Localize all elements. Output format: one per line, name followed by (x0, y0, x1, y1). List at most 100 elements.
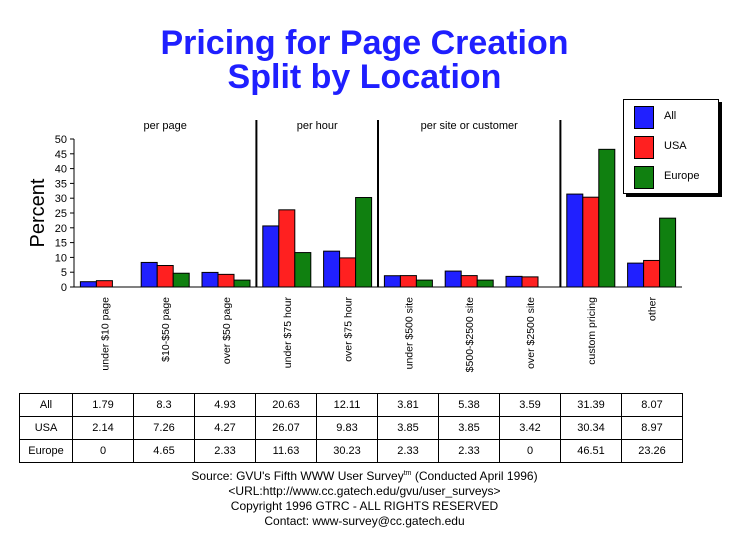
y-tick-label: 5 (61, 267, 67, 279)
legend-swatch (634, 166, 654, 189)
group-label: per hour (297, 120, 338, 132)
table-row-name: USA (19, 416, 73, 440)
category-label: under $10 page (99, 297, 111, 371)
source-line: Source: GVU's Fifth WWW User Surveytm (C… (0, 466, 729, 484)
legend-label: All (664, 110, 677, 122)
chart-labels: 0 5 10 15 20 25 30 35 40 45 50 Percent per page per h… (27, 120, 659, 372)
bar (95, 280, 113, 288)
table-row-name: Europe (19, 439, 73, 463)
y-tick-label: 50 (55, 134, 67, 146)
bar (294, 252, 312, 288)
bar (521, 276, 539, 288)
table-cell: 3.81 (377, 393, 439, 417)
category-label: under $75 hour (282, 297, 294, 369)
category-label: $10-$50 page (160, 297, 172, 362)
table-cell: 3.85 (438, 416, 500, 440)
bar (566, 193, 584, 288)
y-tick-label: 20 (55, 223, 67, 235)
table-cell: 8.3 (133, 393, 195, 417)
table-row: All 1.79 8.3 4.93 20.63 12.11 3.81 5.38 3.59 31.3… (19, 393, 683, 417)
bar (383, 275, 401, 288)
bar (79, 281, 97, 288)
bar (172, 272, 190, 288)
table-cell: 46.51 (560, 439, 622, 463)
legend: All USA Europe (623, 99, 719, 194)
table-cell: 4.65 (133, 439, 195, 463)
legend-swatch (634, 106, 654, 129)
y-tick-label: 30 (55, 193, 67, 205)
legend-label: USA (664, 140, 687, 152)
category-label: under $500 site (403, 297, 415, 370)
copyright: Copyright 1996 GTRC - ALL RIGHTS RESERVE… (230, 499, 499, 513)
bar (659, 217, 677, 288)
bar (415, 279, 433, 288)
table-cell: 2.33 (194, 439, 256, 463)
table-cell: 5.38 (438, 393, 500, 417)
table-cell: 3.85 (377, 416, 439, 440)
table-cell: 2.33 (377, 439, 439, 463)
table-cell: 7.26 (133, 416, 195, 440)
bar (505, 275, 523, 288)
category-label: custom pricing (586, 297, 598, 365)
table-cell: 9.83 (316, 416, 378, 440)
legend-label: Europe (664, 170, 700, 182)
bar (278, 209, 296, 288)
table-cell: 8.97 (621, 416, 683, 440)
y-tick-label: 35 (55, 178, 67, 190)
source-text: Source: GVU's Fifth WWW User Survey (191, 469, 404, 483)
bar (339, 257, 357, 288)
bar (582, 196, 600, 288)
group-label: per site or customer (421, 120, 519, 132)
chart-title-line1: Pricing for Page Creation (160, 24, 569, 62)
bar (444, 270, 462, 288)
y-tick-label: 10 (55, 252, 67, 264)
table-cell: 23.26 (621, 439, 683, 463)
category-label: $500-$2500 site (464, 297, 476, 372)
bar (643, 259, 661, 288)
bar (598, 148, 616, 288)
bar (140, 261, 158, 288)
bar (355, 197, 373, 288)
data-table: All 1.79 8.3 4.93 20.63 12.11 3.81 5.38 3.59 31.3… (19, 393, 683, 463)
legend-swatch (634, 136, 654, 159)
table-cell: 1.79 (72, 393, 134, 417)
y-tick-label: 15 (55, 238, 67, 250)
table-cell: 30.23 (316, 439, 378, 463)
bar (476, 279, 494, 288)
chart-title: Pricing for Page Creation Split by Locat… (0, 26, 729, 94)
table-cell: 31.39 (560, 393, 622, 417)
chart-title-line2: Split by Location (227, 58, 502, 96)
table-cell: 3.42 (499, 416, 561, 440)
table-cell: 26.07 (255, 416, 317, 440)
bar (262, 225, 280, 288)
bar (201, 271, 219, 288)
table-cell: 0 (499, 439, 561, 463)
table-row: USA 2.14 7.26 4.27 26.07 9.83 3.85 3.85 3.42 30.3… (19, 416, 683, 440)
bar (217, 273, 235, 288)
survey-url: <URL:http://www.cc.gatech.edu/gvu/user_s… (228, 484, 501, 498)
bar (399, 275, 417, 288)
footer: Source: GVU's Fifth WWW User Surveytm (C… (0, 466, 729, 529)
bar (460, 275, 478, 288)
contact: Contact: www-survey@cc.gatech.edu (264, 514, 465, 528)
chart-bars (79, 148, 677, 288)
table-cell: 2.33 (438, 439, 500, 463)
table-cell: 2.14 (72, 416, 134, 440)
bar-chart: 0 5 10 15 20 25 30 35 40 45 50 Percent per page per h… (27, 120, 682, 372)
table-row: Europe 0 4.65 2.33 11.63 30.23 2.33 2.33 0 46.51 2… (19, 439, 683, 463)
category-label: other (647, 297, 659, 321)
table-cell: 4.27 (194, 416, 256, 440)
category-label: over $75 hour (343, 296, 355, 361)
bar (627, 262, 645, 288)
y-tick-label: 45 (55, 149, 67, 161)
table-cell: 8.07 (621, 393, 683, 417)
source-trademark: tm (403, 470, 412, 477)
bar (233, 279, 251, 288)
category-label: over $50 page (221, 297, 233, 364)
table-cell: 3.59 (499, 393, 561, 417)
table-cell: 4.93 (194, 393, 256, 417)
y-axis-label: Percent (27, 178, 49, 247)
table-cell: 12.11 (316, 393, 378, 417)
y-tick-label: 0 (61, 282, 67, 294)
table-row-name: All (19, 393, 73, 417)
